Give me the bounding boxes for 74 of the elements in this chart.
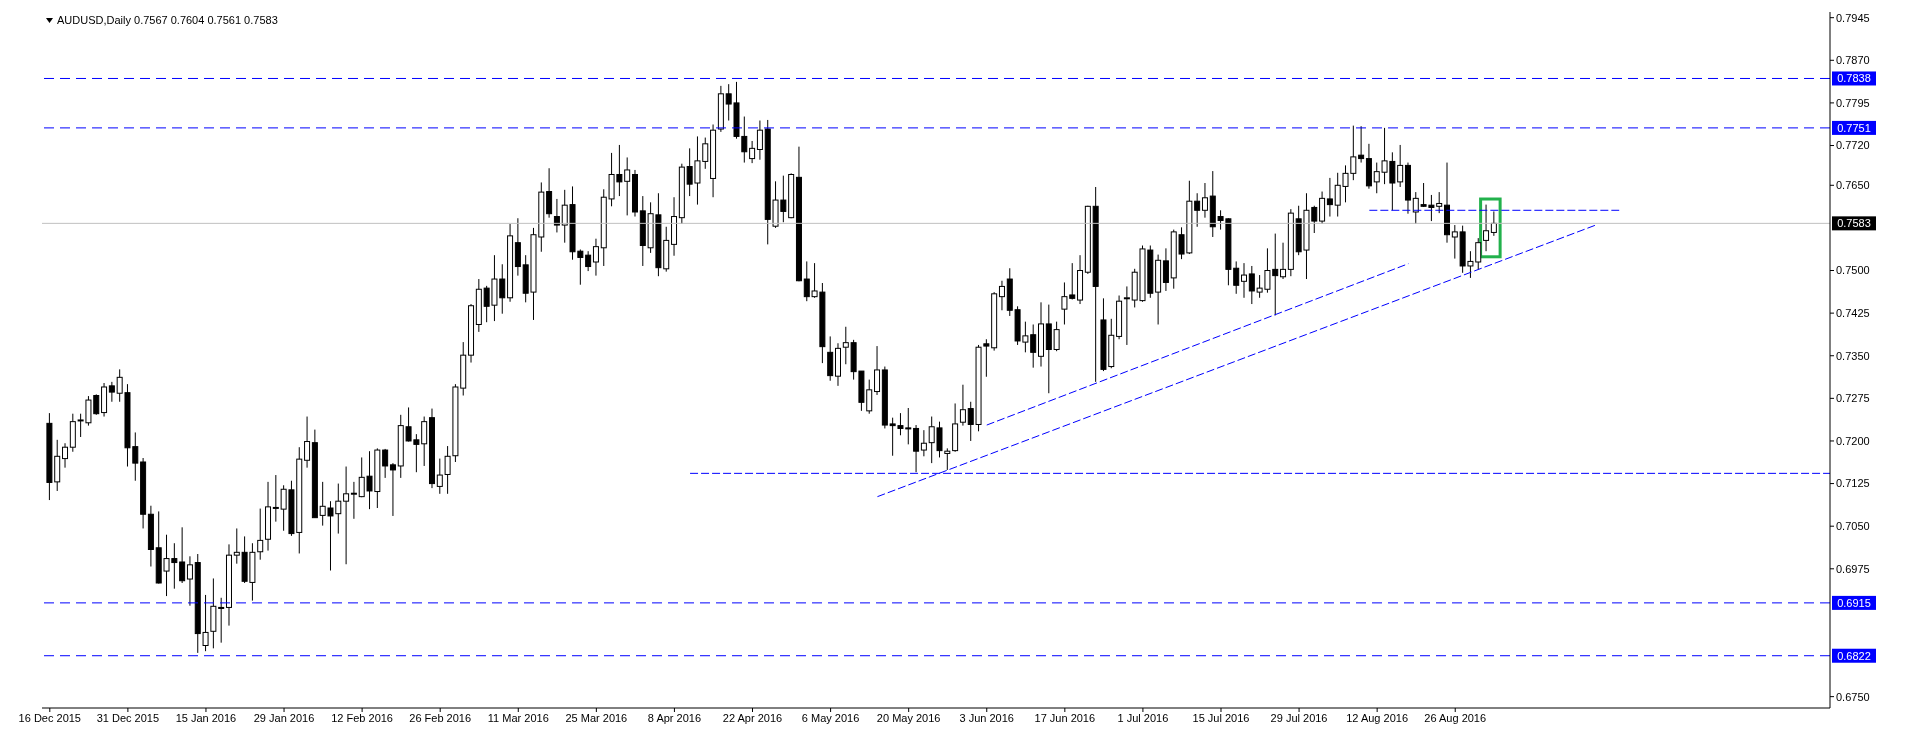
candlestick — [944, 447, 951, 471]
x-tick-label: 17 Jun 2016 — [1034, 711, 1096, 724]
candlestick — [382, 448, 389, 479]
candlestick — [983, 338, 990, 378]
x-tick-label: 26 Aug 2016 — [1424, 711, 1487, 724]
candlestick — [389, 462, 396, 517]
candlestick — [1241, 262, 1248, 299]
candlestick — [257, 508, 264, 561]
candlestick — [756, 120, 763, 161]
x-tick-label: 8 Apr 2016 — [647, 711, 702, 724]
candlestick — [874, 345, 881, 396]
candlestick — [585, 250, 592, 272]
candlestick — [959, 384, 966, 427]
x-tick-label: 3 Jun 2016 — [959, 711, 1014, 724]
candlestick — [1319, 191, 1326, 225]
y-tick-label: 0.7125 — [1836, 477, 1870, 490]
candlestick — [1280, 242, 1287, 280]
ref-line-label: 0.6822 — [1837, 649, 1871, 662]
y-tick-label: 0.6750 — [1836, 690, 1870, 703]
candlestick — [998, 280, 1005, 311]
y-tick-label: 0.7795 — [1836, 96, 1870, 109]
candlestick — [1483, 204, 1490, 252]
x-tick-label: 12 Feb 2016 — [331, 711, 394, 724]
x-tick-label: 25 Mar 2016 — [565, 711, 628, 724]
y-tick-label: 0.7720 — [1836, 139, 1870, 152]
x-tick-label: 12 Aug 2016 — [1346, 711, 1409, 724]
candlestick — [108, 381, 115, 403]
x-tick-label: 29 Jul 2016 — [1270, 711, 1328, 724]
candlestick — [62, 442, 69, 469]
candlestick — [1201, 182, 1208, 219]
ref-line-label: 0.7838 — [1837, 72, 1871, 85]
ref-line-label: 0.7583 — [1837, 217, 1871, 230]
candlestick — [186, 555, 193, 607]
candlestick — [1123, 285, 1130, 346]
candlestick — [913, 424, 920, 473]
y-tick-label: 0.7870 — [1836, 54, 1870, 67]
y-tick-label: 0.7500 — [1836, 264, 1870, 277]
chart-title: AUDUSD,Daily 0.7567 0.7604 0.7561 0.7583 — [57, 14, 278, 26]
candlestick — [1358, 125, 1365, 164]
ref-line-label: 0.7751 — [1837, 121, 1871, 134]
candlestick — [920, 429, 927, 457]
x-tick-label: 29 Jan 2016 — [253, 711, 315, 724]
x-tick-label: 6 May 2016 — [801, 711, 860, 724]
x-tick-label: 11 Mar 2016 — [487, 711, 549, 724]
y-tick-label: 0.6975 — [1836, 562, 1870, 575]
y-tick-label: 0.7050 — [1836, 520, 1870, 533]
y-tick-label: 0.7350 — [1836, 349, 1870, 362]
x-tick-label: 16 Dec 2015 — [18, 711, 81, 724]
candlestick — [1490, 210, 1497, 237]
x-tick-label: 26 Feb 2016 — [409, 711, 472, 724]
candlestick — [546, 167, 553, 219]
candlestick — [592, 238, 599, 277]
x-tick-label: 20 May 2016 — [876, 711, 941, 724]
candlestick — [553, 198, 560, 233]
y-tick-label: 0.7275 — [1836, 392, 1870, 405]
x-tick-label: 1 Jul 2016 — [1117, 711, 1169, 724]
candlestick — [514, 217, 521, 277]
candlestick — [350, 481, 357, 520]
x-tick-label: 15 Jul 2016 — [1192, 711, 1250, 724]
candlestick — [304, 416, 311, 469]
candlestick — [1326, 177, 1333, 218]
y-tick-label: 0.7200 — [1836, 434, 1870, 447]
candlestick — [749, 140, 756, 164]
y-tick-label: 0.7425 — [1836, 307, 1870, 320]
x-tick-label: 31 Dec 2015 — [96, 711, 160, 724]
candlestick — [827, 335, 834, 382]
x-tick-label: 22 Apr 2016 — [722, 711, 783, 724]
y-tick-label: 0.7650 — [1836, 179, 1870, 192]
candlestick — [343, 466, 350, 565]
y-tick-label: 0.7945 — [1836, 11, 1870, 24]
x-tick-label: 15 Jan 2016 — [175, 711, 237, 724]
candlestick — [179, 526, 186, 584]
candlestick — [1162, 247, 1169, 292]
ref-line-label: 0.6915 — [1837, 596, 1871, 609]
